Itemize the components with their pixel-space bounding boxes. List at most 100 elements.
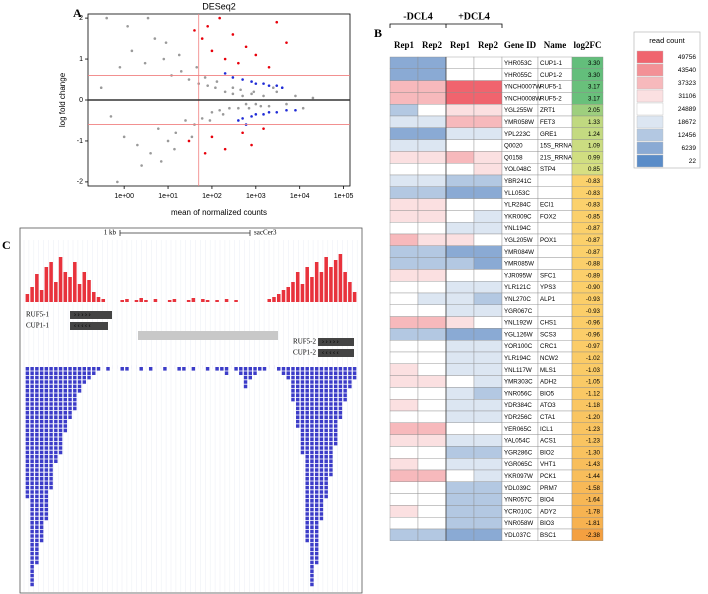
heatmap-cell bbox=[417, 375, 447, 388]
heatmap-cell bbox=[473, 162, 503, 176]
gene-id: YOL048C bbox=[504, 166, 532, 173]
heatmap-cell bbox=[445, 292, 475, 306]
heatmap-cell bbox=[473, 127, 503, 140]
data-point bbox=[252, 90, 256, 94]
log2fc-value: -1.03 bbox=[586, 367, 601, 374]
data-point bbox=[136, 143, 139, 147]
coverage-bar bbox=[295, 272, 300, 302]
y-tick-label: -1 bbox=[77, 138, 83, 145]
data-point bbox=[208, 119, 212, 122]
log2fc-value: -0.88 bbox=[586, 261, 601, 268]
heatmap-cell bbox=[445, 446, 475, 459]
data-point bbox=[254, 53, 258, 57]
data-point bbox=[223, 90, 227, 94]
coverage-bar bbox=[267, 299, 272, 302]
data-point bbox=[241, 117, 244, 120]
coverage-bar bbox=[153, 299, 158, 302]
gene-id: YNCH0008W bbox=[504, 95, 541, 102]
gene-box bbox=[318, 349, 354, 357]
log2fc-value: -0.87 bbox=[586, 237, 601, 244]
data-point bbox=[153, 37, 157, 40]
heatmap-cell bbox=[445, 422, 475, 435]
coverage-bar bbox=[348, 282, 352, 302]
gene-id: YGR065C bbox=[504, 461, 533, 468]
gene-box bbox=[138, 331, 278, 340]
coverage-bar bbox=[186, 300, 191, 302]
heatmap-cell bbox=[389, 387, 419, 400]
heatmap-cell bbox=[473, 233, 503, 247]
heatmap-cell bbox=[389, 80, 419, 93]
coverage-bar bbox=[58, 257, 63, 302]
heatmap-cell bbox=[417, 517, 447, 530]
heatmap-cell bbox=[417, 281, 447, 294]
log2fc-value: -0.96 bbox=[586, 320, 601, 327]
gene-label: RUF5-2 bbox=[293, 338, 316, 346]
data-point bbox=[118, 65, 122, 69]
legend-swatch bbox=[636, 102, 664, 116]
gene-id: YNR058W bbox=[504, 520, 533, 527]
heatmap-cell bbox=[389, 422, 419, 435]
log2fc-value: 1.24 bbox=[588, 131, 601, 138]
heatmap-cell bbox=[417, 269, 447, 282]
heatmap-cell bbox=[473, 186, 503, 199]
coverage-bar bbox=[44, 267, 49, 302]
gene-id: Q0020 bbox=[504, 143, 523, 150]
legend-title: read count bbox=[649, 36, 685, 45]
heatmap-cell bbox=[417, 458, 447, 471]
coverage-bar bbox=[333, 260, 338, 302]
heatmap-cell bbox=[417, 186, 447, 199]
data-point bbox=[193, 29, 196, 32]
gene-name: PCK1 bbox=[540, 473, 557, 480]
strand-arrows: ‹ ‹ ‹ ‹ ‹ bbox=[74, 324, 91, 330]
panel-label: C bbox=[2, 238, 11, 252]
data-point bbox=[187, 78, 191, 81]
data-point bbox=[250, 80, 253, 83]
heatmap-cell bbox=[389, 103, 419, 117]
data-point bbox=[122, 135, 126, 139]
heatmap-cell bbox=[445, 221, 475, 235]
gene-name: ZRT1 bbox=[540, 107, 556, 114]
gene-name: BIO5 bbox=[540, 390, 555, 397]
heatmap-cell bbox=[473, 446, 503, 459]
heatmap-cell bbox=[473, 517, 503, 530]
data-point bbox=[190, 135, 194, 139]
heatmap-cell bbox=[473, 363, 503, 376]
scale-label: 1 kb bbox=[104, 229, 117, 237]
heatmap-cell bbox=[389, 56, 419, 70]
heatmap-cell bbox=[417, 139, 447, 152]
data-point bbox=[241, 78, 244, 81]
coverage-bar bbox=[125, 299, 129, 302]
gene-name: PRM7 bbox=[540, 485, 558, 492]
heatmap-cell bbox=[389, 115, 419, 129]
data-point bbox=[146, 16, 150, 20]
gene-id: YNL194C bbox=[504, 225, 531, 232]
gene-id: YLR121C bbox=[504, 284, 531, 291]
data-point bbox=[109, 115, 113, 118]
log2fc-value: -0.96 bbox=[586, 331, 601, 338]
log2fc-value: 2.05 bbox=[588, 107, 601, 114]
gene-id: YNR057C bbox=[504, 497, 532, 504]
gene-name: SCS3 bbox=[540, 331, 557, 338]
log2fc-value: -0.93 bbox=[586, 296, 601, 303]
data-point bbox=[116, 180, 119, 184]
data-point bbox=[173, 147, 176, 151]
data-point bbox=[130, 49, 134, 53]
heatmap-cell bbox=[417, 92, 447, 105]
coverage-bar bbox=[120, 300, 124, 302]
heatmap-cell bbox=[445, 245, 475, 258]
heatmap-cell bbox=[445, 458, 475, 471]
gene-id: YMR303C bbox=[504, 379, 533, 386]
gene-name: CUP1-2 bbox=[540, 72, 563, 79]
gene-label: RUF5-1 bbox=[26, 311, 49, 319]
heatmap-cell bbox=[389, 198, 419, 211]
heatmap-cell bbox=[445, 233, 475, 247]
coverage-bar bbox=[73, 262, 77, 302]
heatmap-cell bbox=[445, 127, 475, 140]
heatmap-cell bbox=[389, 174, 419, 188]
data-point bbox=[166, 139, 170, 143]
gene-id: YKR009C bbox=[504, 213, 532, 220]
coverage-bar bbox=[82, 272, 87, 302]
data-point bbox=[250, 115, 253, 118]
heatmap-cell bbox=[417, 257, 447, 270]
heatmap-cell bbox=[389, 281, 419, 294]
